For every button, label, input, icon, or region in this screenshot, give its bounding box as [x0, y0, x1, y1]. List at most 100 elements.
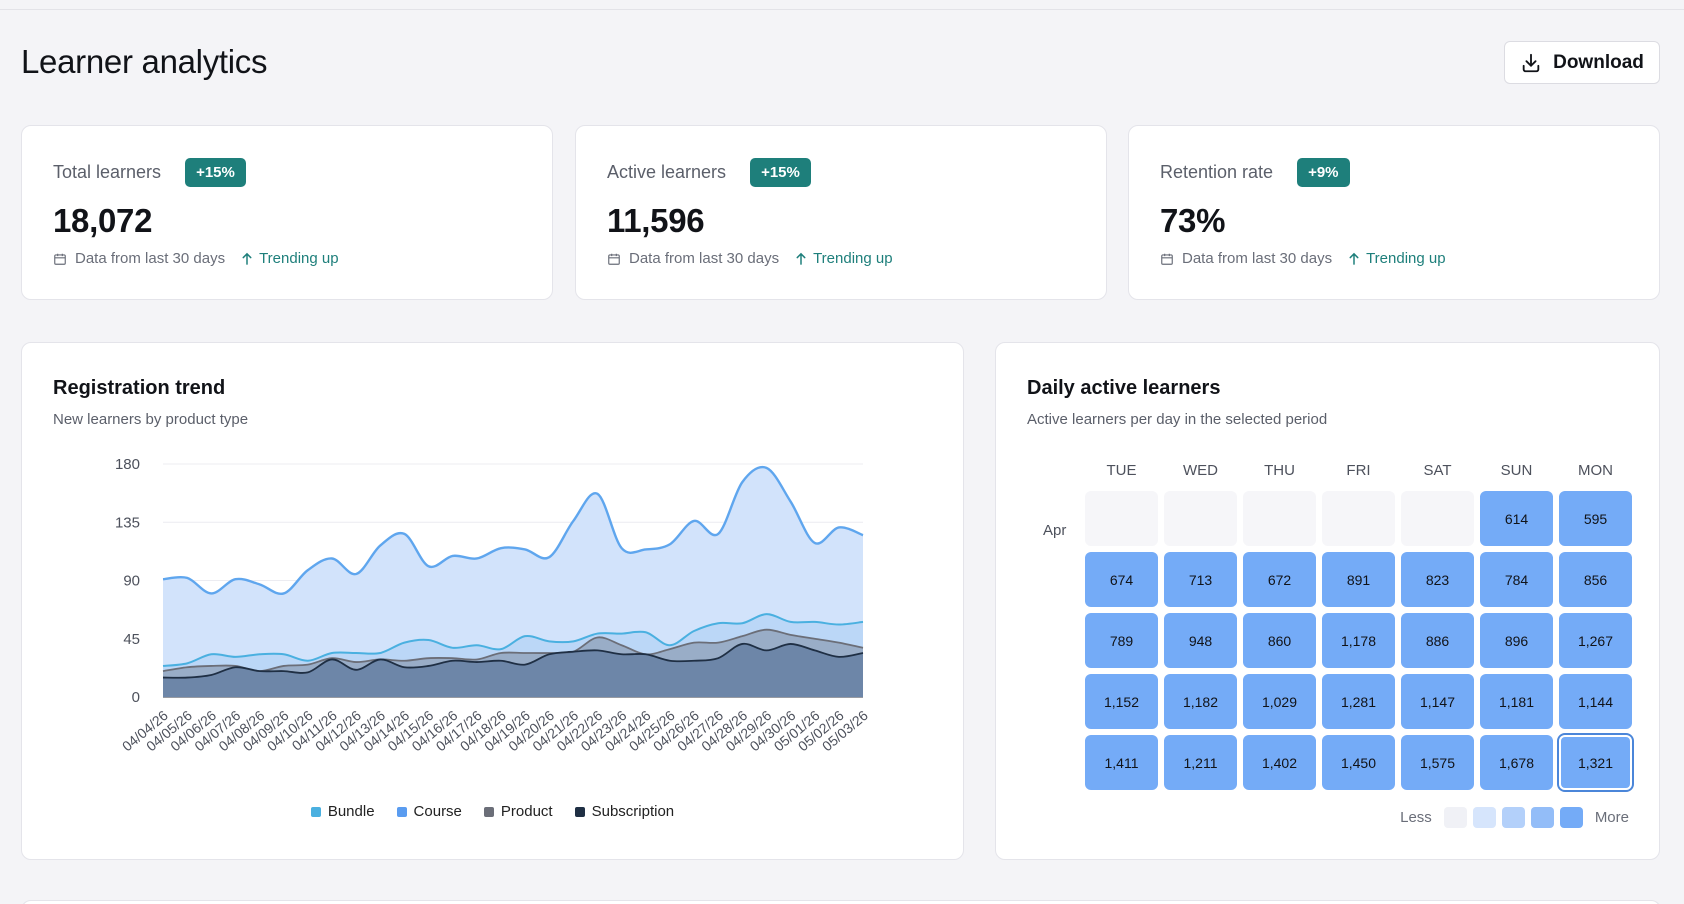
heatmap-cell[interactable]: 672	[1243, 552, 1316, 607]
heatmap-cell[interactable]: 1,678	[1480, 735, 1553, 790]
heatmap-cell[interactable]: 784	[1480, 552, 1553, 607]
legend-label: Bundle	[327, 803, 375, 820]
top-divider	[0, 9, 1684, 10]
legend-swatch	[1472, 807, 1496, 828]
stat-label: Retention rate	[1160, 162, 1274, 182]
heatmap-grid: 614 595 674 713 672 891 823 784 856 789 948 860 1,17…	[1085, 491, 1632, 790]
stat-change-badge: +15%	[750, 158, 811, 187]
heatmap-cell[interactable]: 1,575	[1401, 735, 1474, 790]
stat-card-active-learners: Active learners +15% 11,596 Data from la…	[575, 125, 1107, 300]
chart-legend: Bundle Course Product Subscription	[22, 803, 963, 820]
weekday-label: SAT	[1423, 462, 1452, 479]
heatmap-cell[interactable]: 614	[1480, 491, 1553, 546]
registration-trend-panel: Registration trend New learners by produ…	[21, 342, 964, 860]
stat-label: Total learners	[53, 162, 162, 182]
legend-swatch	[574, 806, 585, 817]
weekday-label: WED	[1183, 462, 1218, 479]
stat-value: 73%	[1160, 202, 1226, 239]
heatmap-cell-empty	[1401, 491, 1474, 546]
page-title: Learner analytics	[21, 43, 268, 80]
stat-change-badge: +9%	[1297, 158, 1350, 187]
y-tick-label: 45	[123, 631, 140, 648]
panel-title: Registration trend	[53, 377, 226, 399]
weekday-header: TUE WED THU FRI SAT SUN MON	[1085, 462, 1632, 479]
legend-more-label: More	[1594, 809, 1629, 826]
heatmap-cell[interactable]: 1,450	[1322, 735, 1395, 790]
legend-swatch	[1559, 807, 1583, 828]
stat-period: Data from last 30 days	[1182, 250, 1333, 267]
heatmap-cell-empty	[1085, 491, 1158, 546]
daily-active-learners-panel: Daily active learners Active learners pe…	[995, 342, 1660, 860]
heatmap-cell[interactable]: 1,402	[1243, 735, 1316, 790]
heatmap-cell[interactable]: 1,152	[1085, 674, 1158, 729]
stat-period: Data from last 30 days	[629, 250, 780, 267]
stat-value: 11,596	[607, 202, 705, 239]
y-tick-label: 0	[132, 689, 140, 706]
heatmap-cell[interactable]: 823	[1401, 552, 1474, 607]
stat-change-badge: +15%	[185, 158, 246, 187]
stat-trend: Trending up	[813, 250, 893, 267]
series-line-bundle	[162, 465, 864, 596]
heatmap-cell[interactable]: 1,181	[1480, 674, 1553, 729]
heatmap-legend: Less More	[1400, 807, 1629, 828]
arrow-up-icon	[241, 252, 253, 265]
weekday-label: MON	[1578, 462, 1613, 479]
heatmap-cell[interactable]: 1,211	[1164, 735, 1237, 790]
registration-chart: 0459013518004/04/2604/05/2604/06/2604/07…	[115, 456, 871, 754]
heatmap-cell-empty	[1243, 491, 1316, 546]
legend-swatch	[310, 806, 321, 817]
legend-item-course[interactable]: Course	[396, 803, 462, 820]
heatmap-cell[interactable]: 856	[1559, 552, 1632, 607]
legend-item-subscription[interactable]: Subscription	[574, 803, 675, 820]
weekday-label: TUE	[1106, 462, 1137, 479]
legend-label: Subscription	[591, 803, 675, 820]
heatmap-cell-empty	[1164, 491, 1237, 546]
heatmap-cell[interactable]: 1,144	[1559, 674, 1632, 729]
panel-title: Daily active learners	[1027, 377, 1221, 399]
heatmap-cell[interactable]: 1,281	[1322, 674, 1395, 729]
y-tick-label: 180	[115, 456, 140, 473]
heatmap-cell[interactable]: 1,267	[1559, 613, 1632, 668]
heatmap-cell[interactable]: 860	[1243, 613, 1316, 668]
arrow-up-icon	[795, 252, 807, 265]
y-tick-label: 90	[123, 573, 140, 590]
weekday-label: FRI	[1346, 462, 1371, 479]
heatmap-cell[interactable]: 713	[1164, 552, 1237, 607]
heatmap-cell[interactable]: 1,411	[1085, 735, 1158, 790]
heatmap-cell[interactable]: 1,182	[1164, 674, 1237, 729]
heatmap-cell[interactable]: 1,178	[1322, 613, 1395, 668]
stat-card-retention-rate: Retention rate +9% 73% Data from last 30…	[1128, 125, 1660, 300]
download-label: Download	[1553, 51, 1644, 73]
heatmap-cell-empty	[1322, 491, 1395, 546]
series-line-product	[162, 628, 864, 673]
legend-item-bundle[interactable]: Bundle	[310, 803, 375, 820]
download-button[interactable]: Download	[1504, 41, 1660, 84]
series-line-course	[162, 613, 864, 667]
heatmap-cell[interactable]: 948	[1164, 613, 1237, 668]
heatmap-cell[interactable]: 595	[1559, 491, 1632, 546]
panel-subtitle: New learners by product type	[53, 411, 249, 428]
heatmap-cell[interactable]: 891	[1322, 552, 1395, 607]
stat-card-total-learners: Total learners +15% 18,072 Data from las…	[21, 125, 553, 300]
legend-swatch	[1501, 807, 1525, 828]
weekday-label: SUN	[1500, 462, 1533, 479]
calendar-icon	[53, 252, 67, 266]
calendar-icon	[1160, 252, 1174, 266]
stat-value: 18,072	[53, 202, 153, 239]
heatmap-cell[interactable]: 789	[1085, 613, 1158, 668]
heatmap-cell[interactable]: 1,029	[1243, 674, 1316, 729]
calendar-icon	[607, 252, 621, 266]
heatmap-cell[interactable]: 1,147	[1401, 674, 1474, 729]
download-icon	[1520, 52, 1542, 74]
legend-item-product[interactable]: Product	[483, 803, 553, 820]
legend-label: Product	[500, 803, 553, 820]
next-panel-edge	[21, 900, 1661, 904]
heatmap-cell[interactable]: 886	[1401, 613, 1474, 668]
weekday-label: THU	[1264, 462, 1295, 479]
arrow-up-icon	[1348, 252, 1360, 265]
heatmap-cell[interactable]: 896	[1480, 613, 1553, 668]
series-line-subscription	[162, 642, 864, 679]
heatmap-cell[interactable]: 674	[1085, 552, 1158, 607]
heatmap-cell[interactable]: 1,321	[1559, 735, 1632, 790]
legend-less-label: Less	[1400, 809, 1432, 826]
